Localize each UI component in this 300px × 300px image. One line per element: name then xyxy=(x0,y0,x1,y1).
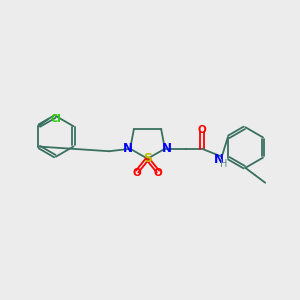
Text: H: H xyxy=(220,159,227,169)
Text: O: O xyxy=(154,168,162,178)
Text: S: S xyxy=(143,152,152,165)
Text: O: O xyxy=(133,168,142,178)
Text: O: O xyxy=(198,125,206,135)
Text: N: N xyxy=(162,142,172,154)
Text: N: N xyxy=(214,153,224,166)
Text: N: N xyxy=(123,142,133,154)
Text: Cl: Cl xyxy=(51,114,62,124)
